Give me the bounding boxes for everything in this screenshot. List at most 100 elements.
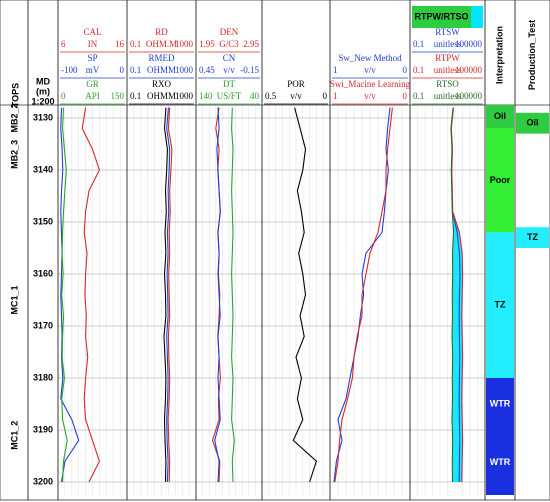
scale-right: 1000: [175, 91, 194, 101]
depth-header: (m): [36, 86, 50, 96]
scale-left: 6: [61, 39, 66, 49]
zone: [486, 430, 514, 495]
depth-label: 3170: [33, 320, 53, 330]
top-label: MB2_2: [9, 103, 19, 132]
column-header: Interpretation: [494, 26, 504, 84]
log-curve: [214, 107, 221, 483]
scale-right: 150: [111, 91, 125, 101]
scale-unit: OHMM: [147, 65, 176, 75]
scale-left: 0.1: [130, 65, 141, 75]
column-frame: [514, 0, 550, 501]
zone-label: WTR: [490, 457, 511, 467]
curve-name: RMED: [148, 53, 175, 63]
zone-label: Poor: [490, 175, 511, 185]
log-curve: [81, 107, 100, 483]
scale-unit: unitless: [434, 91, 462, 101]
log-curve: [163, 107, 168, 483]
scale-left: 0.1: [130, 91, 141, 101]
depth-label: 3180: [33, 372, 53, 382]
scale-right: 1000: [175, 39, 194, 49]
depth-label: 3150: [33, 216, 53, 226]
scale-right: 100000: [455, 39, 483, 49]
depth-header: 1:200: [31, 96, 54, 106]
curve-name: GR: [86, 79, 99, 89]
scale-right: 40: [250, 91, 260, 101]
tops-header: TOPS: [10, 83, 20, 107]
track-title-box-end: [471, 6, 483, 28]
log-curve: [231, 107, 235, 483]
scale-left: 0.1: [130, 39, 141, 49]
curve-name: RTPW: [435, 53, 460, 63]
curve-name: DEN: [220, 27, 239, 37]
scale-left: 0.1: [413, 39, 424, 49]
curve-name: SP: [87, 53, 97, 63]
scale-unit: G/C3: [219, 39, 239, 49]
curve-name: RTSW: [435, 27, 460, 37]
zone: [486, 105, 514, 129]
log-curve: [167, 107, 173, 483]
log-curve: [333, 107, 391, 483]
zone: [486, 232, 514, 378]
zone: [486, 378, 514, 430]
curve-name: Sw_New Method: [338, 53, 402, 63]
zone-label: WTR: [490, 398, 511, 408]
top-label: MC1_1: [9, 285, 19, 314]
zone-label: Oil: [494, 111, 506, 121]
curve-name: CAL: [84, 27, 102, 37]
scale-left: 140: [199, 91, 213, 101]
zone: [516, 227, 549, 248]
log-curve: [292, 107, 318, 483]
depth-header: MD: [36, 76, 50, 86]
log-curve: [450, 107, 455, 483]
scale-unit: IN: [88, 39, 98, 49]
scale-left: 1: [333, 91, 338, 101]
depth-label: 3200: [33, 476, 53, 486]
scale-unit: OHMM: [147, 91, 176, 101]
log-curve: [334, 107, 393, 483]
top-label: MB2_3: [9, 140, 19, 169]
scale-right: 100000: [455, 91, 483, 101]
curve-name: Swi_Macine Learning: [330, 79, 411, 89]
column-header: Production_Test: [527, 20, 537, 90]
scale-unit: US/FT: [217, 91, 242, 101]
curve-name: RTSO: [436, 79, 459, 89]
log-curve: [60, 107, 80, 483]
scale-right: 100000: [455, 65, 483, 75]
scale-unit: v/v: [364, 65, 376, 75]
depth-label: 3140: [33, 164, 53, 174]
scale-right: -0.15: [240, 65, 259, 75]
scale-right: 2.95: [243, 39, 259, 49]
scale-left: 1.95: [199, 39, 215, 49]
zone-label: TZ: [495, 300, 506, 310]
scale-unit: v/v: [290, 91, 302, 101]
log-curve: [166, 107, 171, 483]
scale-left: 0.1: [413, 65, 424, 75]
zone-label: TZ: [527, 232, 538, 242]
curve-name: CN: [223, 53, 236, 63]
depth-label: 3190: [33, 424, 53, 434]
zone-label: Oil: [526, 118, 538, 128]
zone: [516, 112, 549, 134]
zone: [486, 128, 514, 233]
curve-name: RD: [155, 27, 168, 37]
scale-unit: unitless: [434, 65, 462, 75]
scale-unit: API: [85, 91, 100, 101]
curve-name: RXO: [152, 79, 172, 89]
scale-left: 0.1: [413, 91, 424, 101]
log-curve: [61, 107, 68, 483]
scale-unit: OHM.M: [146, 39, 177, 49]
scale-right: 0: [403, 91, 408, 101]
scale-unit: v/v: [223, 65, 235, 75]
curve-name: DT: [223, 79, 235, 89]
scale-unit: unitless: [434, 39, 462, 49]
scale-right: 0: [120, 65, 125, 75]
scale-right: 16: [115, 39, 125, 49]
scale-left: -100: [61, 65, 78, 75]
scale-right: 0: [403, 65, 408, 75]
scale-right: 1000: [175, 65, 194, 75]
curve-name: POR: [287, 79, 305, 89]
scale-left: 1: [333, 65, 338, 75]
top-label: MC1_2: [9, 421, 19, 450]
